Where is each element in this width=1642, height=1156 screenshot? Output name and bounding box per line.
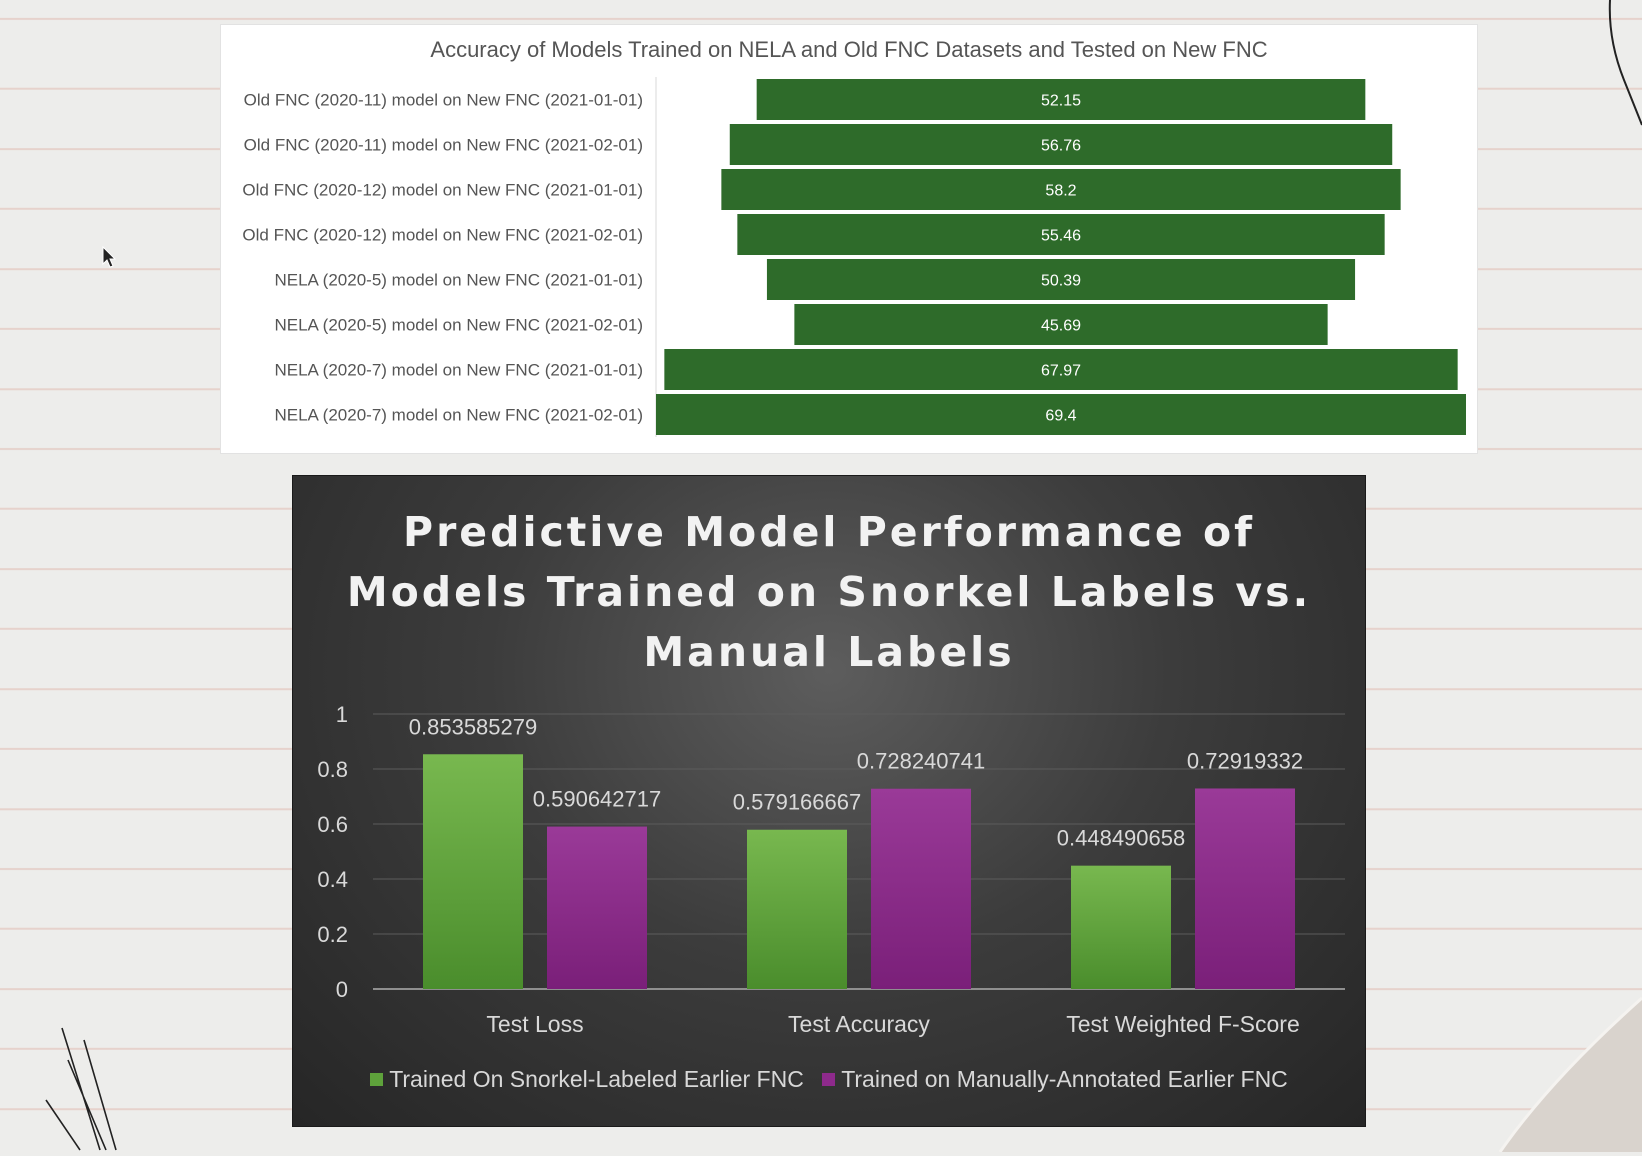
legend-label-snorkel: Trained On Snorkel-Labeled Earlier FNC: [389, 1066, 804, 1092]
column-bar: [423, 754, 523, 989]
funnel-category-label: Old FNC (2020-12) model on New FNC (2021…: [242, 181, 643, 200]
funnel-data-label: 55.46: [1041, 228, 1081, 245]
column-data-label: 0.579166667: [733, 790, 861, 815]
funnel-chart-title: Accuracy of Models Trained on NELA and O…: [430, 37, 1268, 62]
column-y-tick-label: 0.4: [317, 867, 348, 892]
funnel-bar: [664, 349, 1458, 390]
funnel-category-label: Old FNC (2020-12) model on New FNC (2021…: [242, 226, 643, 245]
decorative-shape-bottom-right: [1498, 996, 1642, 1152]
funnel-bar: [737, 214, 1385, 255]
column-y-tick-label: 0: [336, 977, 348, 1002]
column-chart-panel: Predictive Model Performance of Models T…: [292, 475, 1366, 1127]
funnel-chart-plot: 52.15 Old FNC (2020-11) model on New FNC …: [242, 77, 1466, 437]
funnel-bar: [721, 169, 1401, 210]
funnel-category-label: Old FNC (2020-11) model on New FNC (2021…: [244, 136, 643, 155]
column-data-label: 0.72919332: [1187, 748, 1303, 773]
column-data-label: 0.590642717: [533, 787, 661, 812]
mouse-cursor-icon: [102, 246, 117, 268]
funnel-data-label: 52.15: [1041, 93, 1081, 110]
funnel-bar: [756, 79, 1366, 120]
column-data-label: 0.728240741: [857, 749, 985, 774]
column-bar: [547, 826, 647, 989]
funnel-data-label: 67.97: [1041, 363, 1081, 380]
funnel-category-label: NELA (2020-7) model on New FNC (2021-02-…: [274, 406, 643, 425]
column-category-label: Test Accuracy: [788, 1011, 930, 1037]
legend-label-manual: Trained on Manually-Annotated Earlier FN…: [841, 1066, 1288, 1092]
column-y-tick-label: 1: [336, 702, 348, 727]
sketch-scribble-bottom-left-icon: [45, 1027, 117, 1151]
funnel-category-label: NELA (2020-7) model on New FNC (2021-01-…: [274, 361, 643, 380]
column-data-label: 0.448490658: [1057, 826, 1185, 851]
column-chart-title: Predictive Model Performance of Models T…: [346, 508, 1312, 676]
funnel-data-label: 50.39: [1041, 273, 1081, 290]
funnel-category-label: Old FNC (2020-11) model on New FNC (2021…: [244, 91, 643, 110]
legend-swatch-green: [370, 1073, 384, 1086]
column-y-tick-label: 0.6: [317, 812, 348, 837]
legend-item-snorkel: Trained On Snorkel-Labeled Earlier FNC: [370, 1066, 804, 1093]
legend-swatch-purple: [822, 1073, 836, 1086]
funnel-chart-panel: Accuracy of Models Trained on NELA and O…: [220, 24, 1478, 454]
column-bar: [1071, 865, 1171, 989]
funnel-category-label: NELA (2020-5) model on New FNC (2021-02-…: [274, 316, 643, 335]
column-chart-legend: Trained On Snorkel-Labeled Earlier FNC T…: [293, 1066, 1365, 1093]
funnel-data-label: 56.76: [1041, 138, 1081, 155]
funnel-bar: [766, 259, 1356, 300]
column-chart-plot: 0 0.2 0.4 0.6 0.8 1 Test Loss 0.853585279 0.5906…: [317, 702, 1345, 1037]
funnel-bar: [729, 124, 1393, 165]
column-category-label: Test Loss: [486, 1011, 583, 1037]
column-y-tick-label: 0.8: [317, 757, 348, 782]
funnel-bar: [656, 394, 1466, 435]
funnel-data-label: 45.69: [1041, 318, 1081, 335]
column-data-label: 0.853585279: [409, 714, 537, 739]
funnel-data-label: 58.2: [1045, 183, 1076, 200]
funnel-bar: [794, 304, 1328, 345]
column-category-label: Test Weighted F-Score: [1066, 1011, 1300, 1037]
funnel-category-label: NELA (2020-5) model on New FNC (2021-01-…: [274, 271, 643, 290]
legend-item-manual: Trained on Manually-Annotated Earlier FN…: [822, 1066, 1288, 1093]
column-bar: [1195, 788, 1295, 989]
funnel-data-label: 69.4: [1045, 408, 1076, 425]
sketch-scribble-top-right-icon: [1608, 0, 1642, 126]
column-bar: [871, 788, 971, 989]
column-y-tick-label: 0.2: [317, 922, 348, 947]
column-bar: [747, 829, 847, 989]
